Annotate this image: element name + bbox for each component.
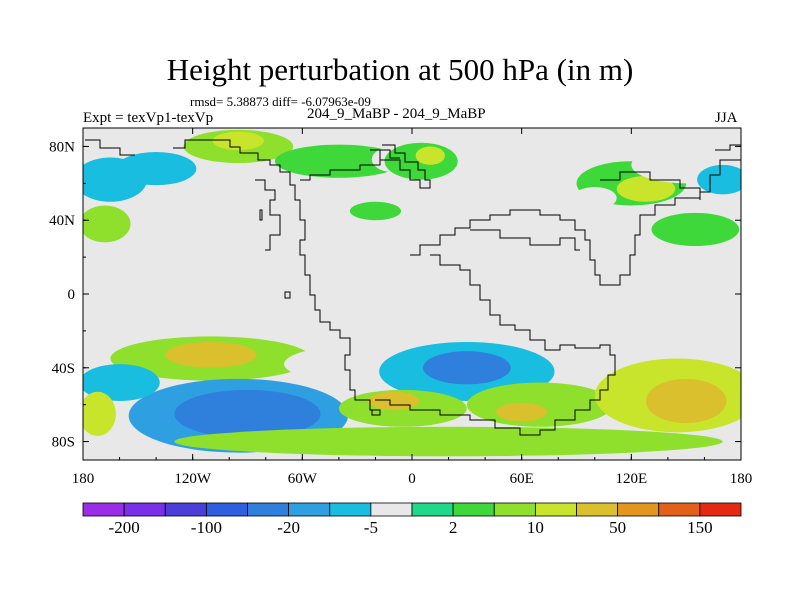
- season-label: JJA: [715, 110, 738, 126]
- x-tick-label: 180: [730, 471, 753, 487]
- colorbar-label: 150: [687, 518, 713, 537]
- contour-blob: [393, 201, 540, 247]
- contour-blob: [83, 205, 131, 243]
- contour-blob: [174, 389, 321, 438]
- contour-field: [83, 128, 741, 457]
- x-axis: 180 120W 60W 0 60E 120E 180: [72, 128, 753, 487]
- x-tick-label: 0: [408, 471, 416, 487]
- x-tick-label: 120E: [615, 471, 647, 487]
- contour-blob: [83, 364, 160, 401]
- x-tick-label: 180: [72, 471, 95, 487]
- contour-blob: [645, 378, 727, 424]
- colorbar-label: -5: [364, 518, 378, 537]
- colorbar-label: 2: [449, 518, 458, 537]
- colorbar-swatch: [123, 502, 166, 517]
- colorbar-swatch: [288, 502, 331, 517]
- colorbar-swatch: [82, 502, 125, 517]
- coastline-north-america: [173, 139, 380, 411]
- contour-blob: [496, 402, 548, 422]
- contour-blob: [415, 146, 445, 165]
- coastline-islands: [259, 209, 381, 416]
- contour-blob: [349, 201, 402, 221]
- experiment-label: Expt = texVp1-texVp: [83, 110, 214, 126]
- coastline: [85, 139, 741, 436]
- colorbar-swatch: [329, 502, 372, 517]
- colorbar-label: 10: [527, 518, 544, 537]
- chart-title: Height perturbation at 500 hPa (in m): [166, 52, 634, 87]
- contour-blob: [642, 246, 694, 269]
- coastline-africa: [375, 254, 616, 436]
- contour-blob: [616, 175, 676, 202]
- colorbar-swatch: [493, 502, 536, 517]
- contour-blob: [651, 212, 740, 247]
- colorbar-swatch: [576, 502, 619, 517]
- colorbar-label: 50: [609, 518, 626, 537]
- contour-blob: [697, 164, 741, 195]
- y-tick-label: 0: [68, 287, 76, 303]
- colorbar-swatch: [699, 502, 742, 517]
- contour-blob: [457, 128, 586, 152]
- contour-blob: [174, 426, 723, 457]
- stats-label: rmsd= 5.38873 diff= -6.07963e-09: [190, 94, 371, 109]
- colorbar-swatch: [452, 502, 495, 517]
- colorbar-swatch: [164, 502, 207, 517]
- x-tick-label: 60W: [288, 471, 318, 487]
- colorbar-swatch: [205, 502, 248, 517]
- y-tick-label: 80N: [49, 139, 75, 155]
- colorbar-label: -100: [191, 518, 222, 537]
- coastline-siberia: [600, 171, 701, 200]
- x-tick-label: 120W: [174, 471, 212, 487]
- coastline-east-america: [300, 149, 400, 181]
- y-axis: 80N 40N 0 40S 80S: [49, 139, 741, 451]
- colorbar-swatch: [658, 502, 701, 517]
- colorbar-label: -20: [277, 518, 300, 537]
- x-tick-label: 60E: [510, 471, 534, 487]
- contour-blob: [115, 151, 197, 186]
- colorbar-label: -200: [109, 518, 140, 537]
- coastline-eurasia: [410, 159, 741, 286]
- contour-blob: [274, 144, 403, 178]
- contour-blob: [368, 391, 420, 411]
- contour-blob: [572, 187, 617, 210]
- colorbar-swatch: [247, 502, 290, 517]
- coastline-greenland: [370, 144, 431, 189]
- colorbar-swatch: [370, 502, 413, 517]
- case-label: 204_9_MaBP - 204_9_MaBP: [307, 106, 486, 122]
- coastline-arctic-islands: [85, 139, 741, 156]
- contour-blob: [165, 341, 257, 368]
- contour-blob: [481, 253, 526, 298]
- colorbar-swatch: [534, 502, 577, 517]
- coastline-asia-inner: [470, 229, 580, 251]
- contour-blob: [212, 131, 264, 151]
- y-tick-label: 40S: [52, 361, 75, 377]
- contour-blob: [422, 351, 511, 385]
- colorbar-swatch: [411, 502, 454, 517]
- y-tick-label: 40N: [49, 213, 75, 229]
- y-tick-label: 80S: [52, 435, 75, 451]
- contour-blob: [83, 391, 116, 437]
- coastline-hudson: [255, 179, 281, 251]
- colorbar-swatch: [617, 502, 660, 517]
- colorbar: -200 -100 -20 -5 2 10 50 150: [82, 502, 742, 537]
